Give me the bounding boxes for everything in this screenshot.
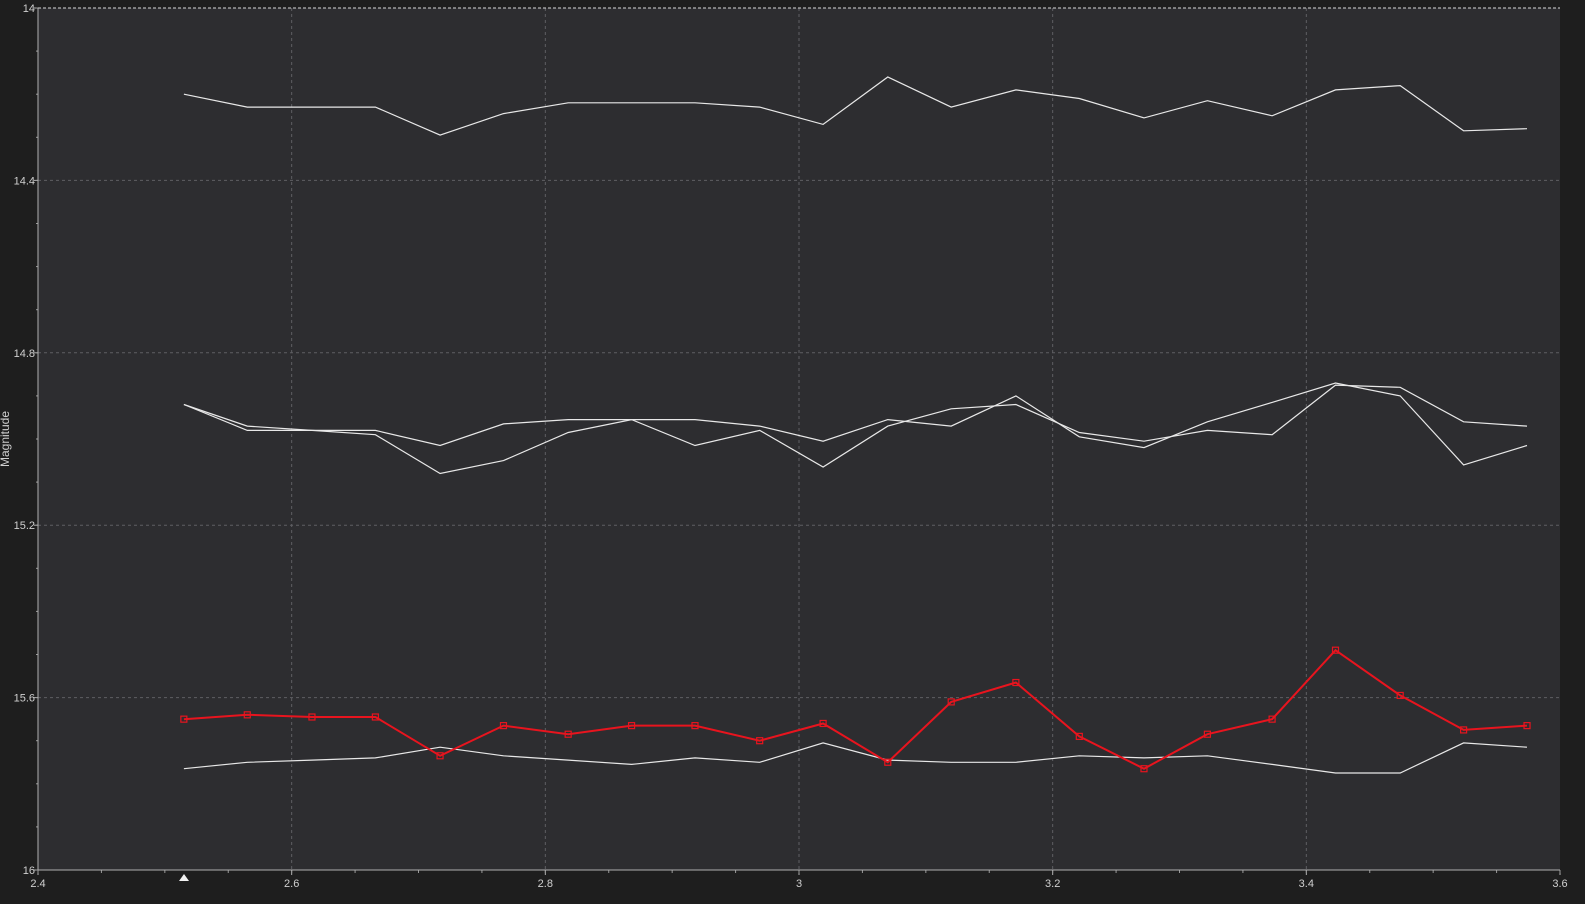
series-1 <box>183 76 1528 136</box>
x-tick-label: 2.8 <box>538 878 553 890</box>
axes: 2.4 2.6 2.8 3 3.2 3.4 3.6 14 14.4 14.8 15.2 15.6 16 <box>14 3 1568 890</box>
x-tick-label: 3 <box>796 878 802 890</box>
data-point-marker <box>308 713 316 721</box>
y-tick-label: 15.2 <box>14 520 35 532</box>
series-4 <box>183 742 1528 774</box>
x-tick-label: 2.4 <box>30 878 45 890</box>
y-tick-label: 15.6 <box>14 693 35 705</box>
x-tick-label: 3.2 <box>1045 878 1060 890</box>
series-line <box>183 742 1528 774</box>
series-line <box>183 648 1528 770</box>
series-group <box>180 76 1531 774</box>
data-point-marker <box>243 711 251 719</box>
data-point-marker <box>564 730 572 738</box>
data-point-marker <box>1331 646 1340 654</box>
x-tick-label: 2.6 <box>284 878 299 890</box>
data-point-marker <box>756 737 764 745</box>
x-position-marker-icon[interactable] <box>179 874 189 881</box>
data-point-marker <box>627 722 636 730</box>
data-point-marker <box>691 722 699 730</box>
data-point-marker <box>180 715 188 723</box>
series-line <box>183 384 1528 475</box>
data-point-marker <box>1268 715 1276 723</box>
series-2 <box>183 384 1528 475</box>
data-point-marker <box>499 722 508 730</box>
data-point-marker <box>1203 730 1212 738</box>
y-tick-label: 14 <box>23 3 35 15</box>
data-point-marker <box>819 719 827 728</box>
y-tick-label: 16 <box>23 865 35 877</box>
series-3 <box>183 382 1528 466</box>
series-5 <box>180 646 1531 773</box>
y-tick-label: 14.8 <box>14 348 35 360</box>
data-point-marker <box>1523 722 1531 730</box>
data-point-marker <box>1140 765 1148 773</box>
plot-area <box>38 8 1560 870</box>
y-axis-title: Magnitude <box>0 411 12 467</box>
data-point-marker <box>436 752 444 760</box>
data-point-marker <box>1075 732 1083 740</box>
data-point-marker <box>884 758 892 766</box>
x-tick-label: 3.6 <box>1552 878 1567 890</box>
data-point-marker <box>1396 691 1404 700</box>
y-tick-label: 14.4 <box>14 175 35 187</box>
series-line <box>183 76 1528 136</box>
data-point-marker <box>1012 678 1020 687</box>
x-tick-label: 3.4 <box>1299 878 1314 890</box>
data-point-marker <box>1460 726 1468 734</box>
data-point-marker <box>947 698 955 706</box>
grid-lines <box>38 8 1560 870</box>
series-line <box>183 382 1528 466</box>
data-point-marker <box>371 713 379 721</box>
